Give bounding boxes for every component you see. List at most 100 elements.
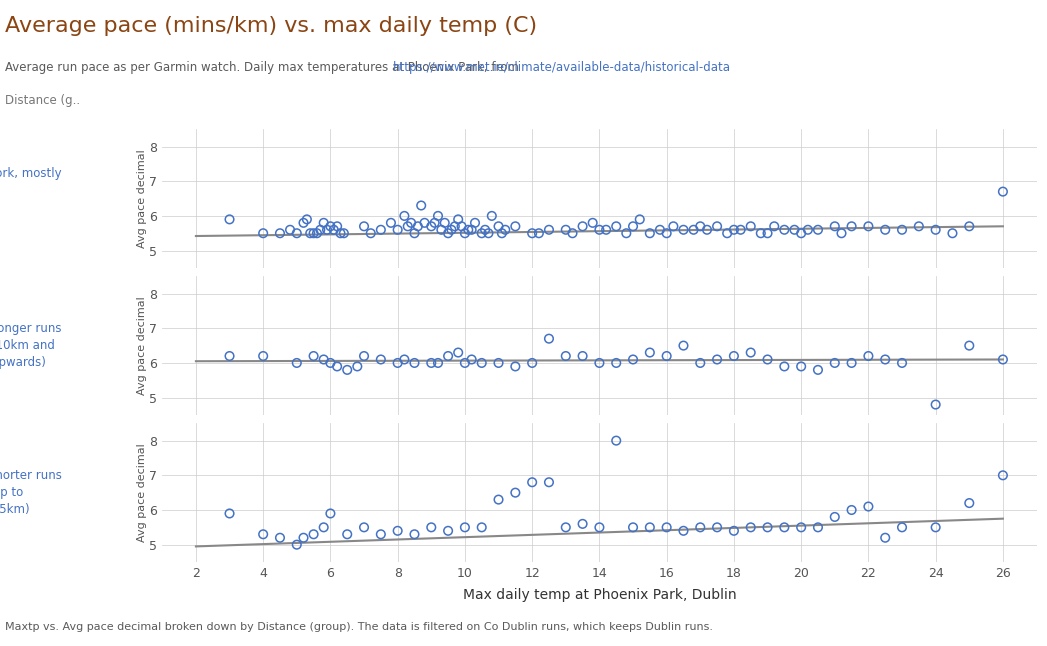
Point — [302, 228, 318, 238]
Point — [876, 532, 893, 543]
Text: https://www.met.ie/climate/available-data/historical-data: https://www.met.ie/climate/available-dat… — [393, 61, 731, 74]
Point — [288, 228, 305, 238]
Point — [339, 529, 356, 539]
Point — [329, 361, 346, 371]
Point — [709, 522, 726, 532]
Point — [692, 221, 709, 231]
Point — [282, 225, 298, 235]
Point — [786, 225, 803, 235]
Point — [329, 221, 346, 231]
Point — [524, 358, 540, 368]
Point — [473, 522, 490, 532]
Point — [675, 225, 692, 235]
Point — [665, 221, 682, 231]
Point — [389, 225, 406, 235]
Point — [625, 221, 642, 231]
Point — [309, 228, 326, 238]
Point — [306, 529, 322, 539]
Point — [322, 221, 339, 231]
Point — [460, 225, 476, 235]
Point — [726, 351, 742, 361]
Point — [675, 526, 692, 536]
Point — [742, 522, 759, 532]
Point — [446, 221, 463, 231]
Point — [894, 225, 911, 235]
Point — [608, 435, 625, 446]
Point — [742, 348, 759, 358]
Point — [339, 365, 356, 375]
Point — [373, 225, 389, 235]
Text: Average run pace as per Garmin watch. Daily max temperatures at Phoenix Park, fr: Average run pace as per Garmin watch. Da… — [5, 61, 522, 74]
Point — [450, 348, 467, 358]
Point — [574, 351, 591, 361]
Point — [409, 221, 426, 231]
Text: Home from work, mostly
(above
7.5km,
below 10km): Home from work, mostly (above 7.5km, bel… — [0, 167, 62, 231]
Point — [490, 494, 507, 505]
Point — [396, 211, 413, 221]
Point — [860, 351, 876, 361]
Point — [326, 225, 342, 235]
Point — [315, 354, 332, 364]
Point — [557, 351, 574, 361]
Point — [315, 218, 332, 228]
Point — [961, 221, 978, 231]
Point — [995, 187, 1011, 197]
Point — [322, 358, 339, 368]
Point — [860, 501, 876, 512]
Point — [493, 228, 510, 238]
Point — [826, 512, 843, 522]
Point — [318, 225, 335, 235]
Point — [591, 358, 607, 368]
Point — [356, 351, 373, 361]
Point — [564, 228, 581, 238]
Y-axis label: Avg pace decimal: Avg pace decimal — [137, 149, 147, 248]
Point — [625, 522, 642, 532]
Point — [591, 522, 607, 532]
Point — [254, 351, 271, 361]
Point — [826, 358, 843, 368]
Point — [221, 351, 238, 361]
Point — [507, 221, 524, 231]
Point — [540, 477, 557, 488]
Point — [843, 358, 860, 368]
Point — [382, 218, 399, 228]
Point — [490, 358, 507, 368]
Point — [349, 361, 365, 371]
Point — [450, 214, 467, 225]
Point — [399, 221, 416, 231]
Point — [995, 354, 1011, 364]
Point — [753, 228, 770, 238]
Point — [719, 228, 736, 238]
Point — [396, 354, 413, 364]
Point — [618, 228, 634, 238]
Point — [894, 358, 911, 368]
Text: Distance (g..: Distance (g.. — [5, 94, 81, 107]
Point — [429, 358, 446, 368]
Point — [467, 218, 484, 228]
Point — [403, 218, 420, 228]
Point — [692, 358, 709, 368]
Point — [860, 221, 876, 231]
Point — [732, 225, 749, 235]
Point — [631, 214, 648, 225]
Point — [423, 358, 440, 368]
Point — [776, 522, 793, 532]
Text: Average pace (mins/km) vs. max daily temp (C): Average pace (mins/km) vs. max daily tem… — [5, 16, 537, 36]
Point — [373, 529, 389, 539]
Point — [406, 529, 423, 539]
Point — [423, 522, 440, 532]
Point — [406, 228, 423, 238]
Point — [793, 228, 809, 238]
Point — [759, 522, 776, 532]
Point — [843, 221, 860, 231]
Point — [928, 399, 944, 410]
Point — [254, 228, 271, 238]
Point — [373, 354, 389, 364]
Point — [809, 522, 826, 532]
Point — [332, 228, 349, 238]
Point — [389, 358, 406, 368]
Point — [221, 214, 238, 225]
Point — [298, 214, 315, 225]
Point — [608, 221, 625, 231]
Point — [642, 522, 659, 532]
